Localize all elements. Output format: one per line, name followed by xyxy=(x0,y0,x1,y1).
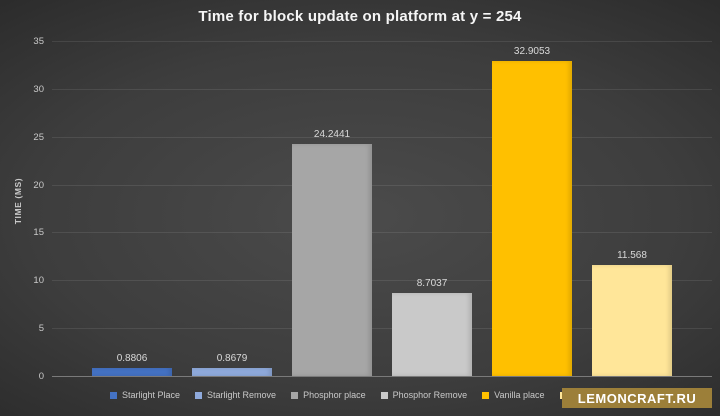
bar-phosphor-remove xyxy=(392,293,472,376)
bar-wrap-vanilla-place: 32.9053 xyxy=(492,46,572,376)
legend-swatch-icon xyxy=(380,391,388,399)
legend-item-vanilla-place: Vanilla place xyxy=(482,390,545,400)
bar-phosphor-place xyxy=(292,144,372,376)
y-tick-label-10: 10 xyxy=(33,275,44,287)
gridline-20 xyxy=(52,184,712,186)
legend-label: Vanilla place xyxy=(494,390,545,400)
watermark: LEMONCRAFT.RU xyxy=(562,388,712,408)
chart-title: Time for block update on platform at y =… xyxy=(198,8,522,25)
bar-wrap-phosphor-place: 24.2441 xyxy=(292,129,372,376)
gridline-35 xyxy=(52,41,712,42)
x-axis-line xyxy=(52,376,712,377)
y-axis-tick-labels: 0 5 10 15 20 25 30 35 xyxy=(0,36,44,382)
legend-item-starlight-place: Starlight Place xyxy=(110,390,180,400)
legend: Starlight Place Starlight Remove Phosphor … xyxy=(110,390,572,400)
y-tick-label-15: 15 xyxy=(33,227,44,239)
gridline-25 xyxy=(52,136,712,138)
plot-area: 0.8806 0.8679 24.2441 8.7037 32.9053 11.568 xyxy=(52,41,712,377)
y-tick-label-5: 5 xyxy=(38,323,44,335)
bar-value-label: 32.9053 xyxy=(513,46,551,57)
gridline-30 xyxy=(52,88,712,90)
bar-wrap-series-6: 11.568 xyxy=(592,250,672,376)
bar-vanilla-place xyxy=(492,61,572,376)
legend-label: Phosphor Remove xyxy=(392,390,468,400)
legend-swatch-icon xyxy=(291,391,299,399)
bar-wrap-starlight-place: 0.8806 xyxy=(92,353,172,376)
gridline-5 xyxy=(52,328,712,330)
bar-series-6 xyxy=(592,265,672,376)
bar-value-label: 0.8679 xyxy=(216,353,248,364)
bar-wrap-starlight-remove: 0.8679 xyxy=(192,353,272,376)
legend-label: Phosphor place xyxy=(303,390,366,400)
legend-swatch-icon xyxy=(195,391,203,399)
legend-item-phosphor-place: Phosphor place xyxy=(291,390,366,400)
legend-label: Starlight Remove xyxy=(207,390,277,400)
bar-value-label: 8.7037 xyxy=(416,278,448,289)
y-tick-label-0: 0 xyxy=(38,371,44,382)
legend-label: Starlight Place xyxy=(122,390,181,400)
y-tick-label-20: 20 xyxy=(33,179,44,191)
gridline-10 xyxy=(52,280,712,282)
gridline-15 xyxy=(52,232,712,234)
bar-wrap-phosphor-remove: 8.7037 xyxy=(392,278,472,376)
legend-item-phosphor-remove: Phosphor Remove xyxy=(380,390,468,400)
y-tick-label-25: 25 xyxy=(33,131,44,143)
bar-group: 0.8806 0.8679 24.2441 8.7037 32.9053 11.568 xyxy=(52,46,712,376)
legend-item-starlight-remove: Starlight Remove xyxy=(195,390,276,400)
legend-swatch-icon xyxy=(482,391,490,399)
bar-starlight-remove xyxy=(192,368,272,376)
y-tick-label-30: 30 xyxy=(33,83,44,95)
bar-value-label: 0.8806 xyxy=(116,353,148,364)
bar-value-label: 24.2441 xyxy=(313,129,351,140)
y-tick-label-35: 35 xyxy=(33,36,44,47)
bar-starlight-place xyxy=(92,368,172,376)
legend-swatch-icon xyxy=(110,391,117,399)
bar-value-label: 11.568 xyxy=(617,250,647,261)
